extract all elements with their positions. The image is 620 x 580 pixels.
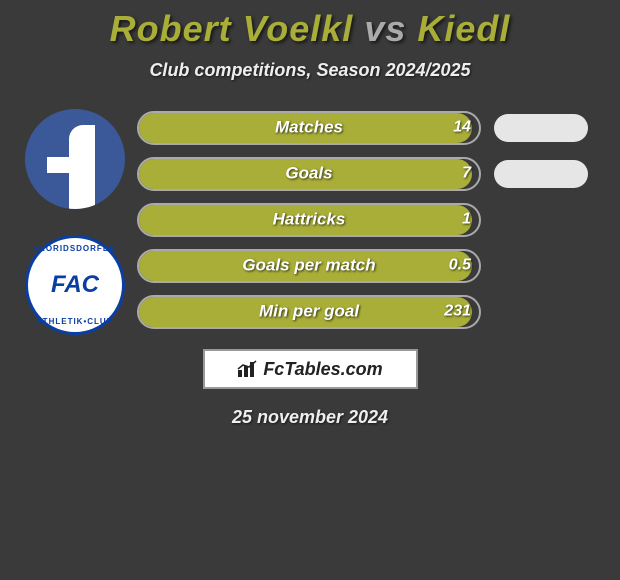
logo-b-ring-bot: ATHLETIK•CLUB: [28, 317, 122, 326]
footer-date: 25 november 2024: [0, 407, 620, 428]
stat-row: Matches 14: [137, 109, 605, 147]
team-a-logo: [25, 109, 125, 209]
stat-bars: Matches 14 Goals 7 Hattricks 1 Goals per match…: [137, 109, 605, 331]
team-b-logo: FLORIDSDORFER FAC ATHLETIK•CLUB: [25, 235, 125, 335]
title-vs: vs: [364, 8, 406, 49]
stat-row: Hattricks 1: [137, 201, 605, 239]
stat-bar: Hattricks 1: [137, 203, 481, 237]
stat-value-left: 0.5: [449, 257, 471, 275]
facebook-f-icon: [47, 125, 103, 209]
logo-b-text: FAC: [51, 273, 99, 297]
stat-bar: Goals 7: [137, 157, 481, 191]
stat-right-pill: [494, 160, 588, 188]
stat-label: Matches: [275, 118, 343, 138]
stat-row: Min per goal 231: [137, 293, 605, 331]
stat-value-left: 14: [453, 119, 471, 137]
stat-right-pill: [494, 114, 588, 142]
stat-value-left: 1: [462, 211, 471, 229]
stat-value-left: 7: [462, 165, 471, 183]
stat-row: Goals per match 0.5: [137, 247, 605, 285]
stats-block: FLORIDSDORFER FAC ATHLETIK•CLUB Matches 1…: [15, 109, 605, 331]
stat-value-left: 231: [444, 303, 471, 321]
logo-b-ring-top: FLORIDSDORFER: [28, 244, 122, 253]
stat-bar: Min per goal 231: [137, 295, 481, 329]
stat-bar: Goals per match 0.5: [137, 249, 481, 283]
brand-watermark: FcTables.com: [203, 349, 418, 389]
stat-right-col: [481, 160, 601, 188]
stat-label: Goals: [285, 164, 332, 184]
title-player2: Kiedl: [417, 8, 510, 49]
stat-label: Goals per match: [242, 256, 375, 276]
stat-row: Goals 7: [137, 155, 605, 193]
stat-label: Hattricks: [273, 210, 346, 230]
bar-chart-icon: [237, 360, 259, 378]
subtitle: Club competitions, Season 2024/2025: [0, 60, 620, 81]
stat-right-col: [481, 114, 601, 142]
page-title: Robert Voelkl vs Kiedl: [0, 0, 620, 50]
stat-label: Min per goal: [259, 302, 359, 322]
title-player1: Robert Voelkl: [110, 8, 354, 49]
brand-text: FcTables.com: [263, 359, 382, 380]
team-logos: FLORIDSDORFER FAC ATHLETIK•CLUB: [15, 109, 135, 339]
stat-bar: Matches 14: [137, 111, 481, 145]
